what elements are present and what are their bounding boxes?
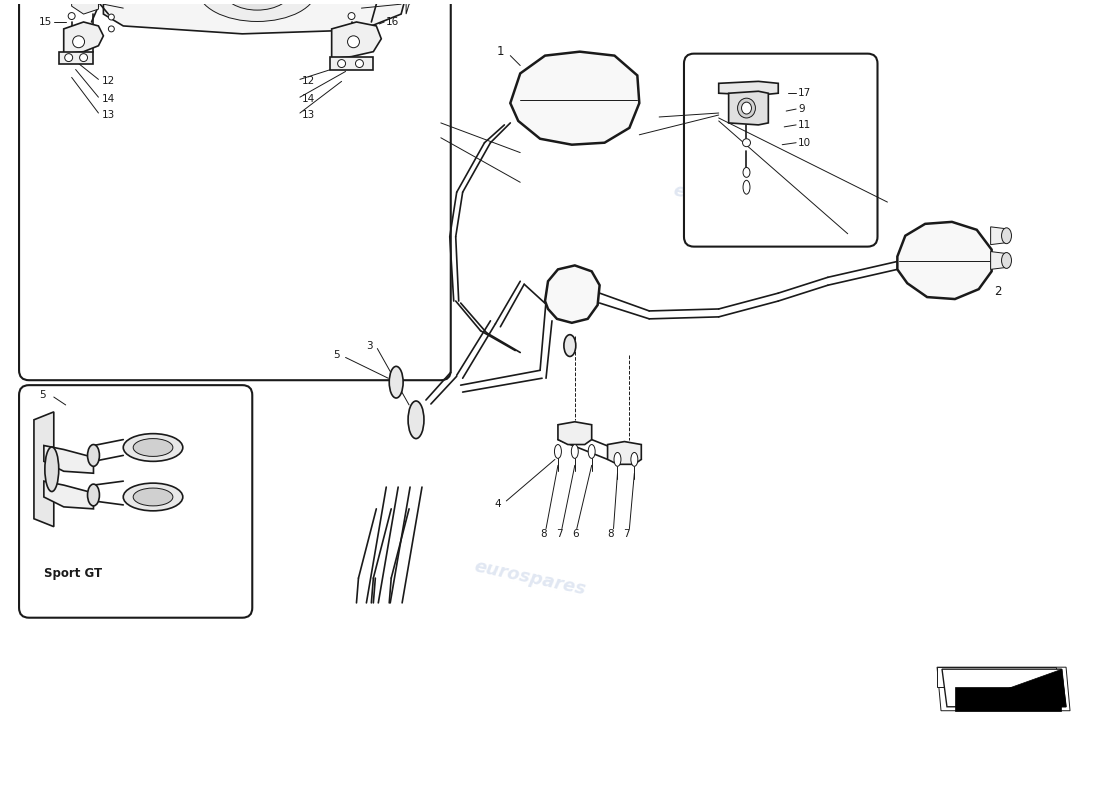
Ellipse shape: [389, 366, 403, 398]
Polygon shape: [510, 52, 639, 145]
Text: 8: 8: [607, 529, 614, 538]
Text: 10: 10: [799, 138, 811, 148]
Ellipse shape: [741, 102, 751, 114]
Ellipse shape: [88, 484, 99, 506]
Text: eurospares: eurospares: [125, 177, 241, 218]
Text: 13: 13: [301, 110, 315, 120]
Ellipse shape: [338, 59, 345, 67]
Polygon shape: [44, 446, 94, 474]
Text: 13: 13: [101, 110, 114, 120]
FancyBboxPatch shape: [19, 0, 451, 380]
Ellipse shape: [348, 13, 355, 19]
Text: 16: 16: [386, 17, 399, 27]
Ellipse shape: [1002, 228, 1012, 244]
FancyBboxPatch shape: [684, 54, 878, 246]
Ellipse shape: [614, 453, 622, 466]
Polygon shape: [957, 669, 1066, 706]
Text: Sport GT: Sport GT: [44, 566, 102, 580]
Text: eurospares: eurospares: [473, 558, 587, 598]
Polygon shape: [718, 82, 779, 95]
Polygon shape: [58, 52, 94, 63]
Polygon shape: [728, 91, 768, 125]
Ellipse shape: [1002, 253, 1012, 268]
Ellipse shape: [742, 138, 750, 146]
Ellipse shape: [79, 54, 88, 62]
Text: 8: 8: [540, 529, 547, 538]
Polygon shape: [332, 22, 382, 58]
Text: 12: 12: [101, 76, 114, 86]
Polygon shape: [558, 422, 592, 445]
Polygon shape: [607, 442, 641, 464]
Polygon shape: [330, 57, 373, 70]
Ellipse shape: [554, 445, 561, 458]
Polygon shape: [898, 222, 991, 299]
Ellipse shape: [65, 54, 73, 62]
Ellipse shape: [355, 59, 363, 67]
Ellipse shape: [123, 483, 183, 511]
Ellipse shape: [564, 334, 575, 357]
Text: 6: 6: [572, 529, 579, 538]
Ellipse shape: [73, 36, 85, 48]
Polygon shape: [942, 669, 1066, 706]
FancyBboxPatch shape: [19, 385, 252, 618]
Ellipse shape: [88, 445, 99, 466]
Text: 5: 5: [333, 350, 340, 361]
Text: 5: 5: [39, 390, 45, 400]
Ellipse shape: [245, 0, 270, 2]
Text: 9: 9: [799, 104, 805, 114]
Text: 17: 17: [799, 88, 812, 98]
Polygon shape: [544, 266, 600, 323]
Polygon shape: [103, 0, 409, 34]
Text: 2: 2: [994, 285, 1002, 298]
Ellipse shape: [45, 447, 58, 491]
Ellipse shape: [631, 453, 638, 466]
Ellipse shape: [198, 0, 317, 22]
Polygon shape: [991, 227, 1006, 245]
Ellipse shape: [571, 445, 579, 458]
Text: 7: 7: [556, 529, 562, 538]
Text: 4: 4: [494, 499, 501, 509]
Ellipse shape: [738, 98, 756, 118]
Text: 3: 3: [366, 341, 373, 350]
Ellipse shape: [408, 401, 424, 438]
Ellipse shape: [109, 26, 114, 32]
Ellipse shape: [133, 438, 173, 457]
Polygon shape: [72, 0, 98, 14]
Polygon shape: [406, 0, 431, 14]
Ellipse shape: [123, 434, 183, 462]
Polygon shape: [64, 22, 103, 54]
Polygon shape: [34, 412, 54, 526]
Text: 11: 11: [799, 120, 812, 130]
Ellipse shape: [588, 445, 595, 458]
Ellipse shape: [133, 488, 173, 506]
Ellipse shape: [109, 14, 114, 20]
Ellipse shape: [68, 13, 75, 19]
Text: 15: 15: [39, 17, 52, 27]
Text: eurospares: eurospares: [671, 182, 786, 222]
Polygon shape: [937, 667, 1056, 687]
Ellipse shape: [348, 36, 360, 48]
Polygon shape: [44, 481, 94, 509]
Polygon shape: [991, 251, 1006, 270]
Polygon shape: [937, 667, 1070, 710]
Text: 1: 1: [496, 45, 504, 58]
Text: 14: 14: [101, 94, 114, 104]
Ellipse shape: [222, 0, 292, 10]
Text: 14: 14: [301, 94, 315, 104]
Text: 12: 12: [301, 76, 315, 86]
Polygon shape: [955, 687, 1062, 710]
Ellipse shape: [742, 180, 750, 194]
Ellipse shape: [742, 167, 750, 178]
Text: 7: 7: [624, 529, 630, 538]
